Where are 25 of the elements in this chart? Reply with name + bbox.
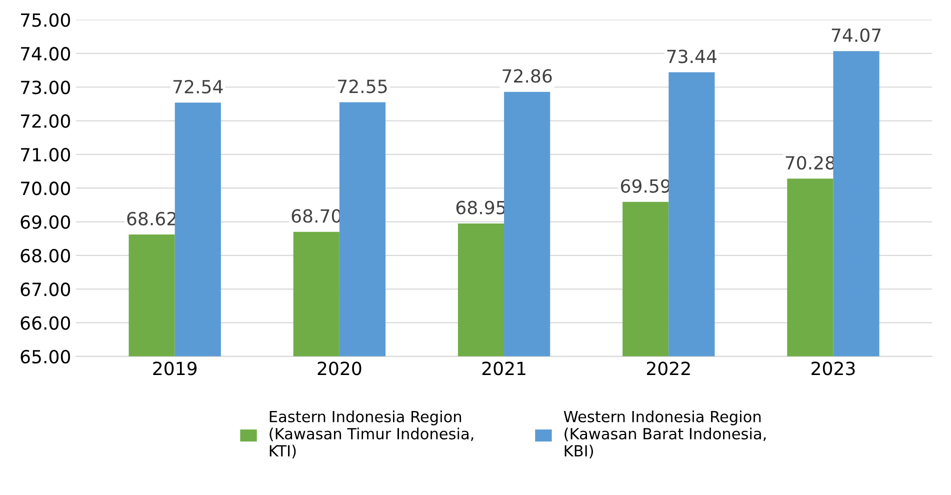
y-tick-label: 70.00: [21, 182, 70, 196]
x-tick-label: 2019: [153, 362, 197, 376]
data-label: 73.44: [667, 50, 716, 64]
y-tick-label: 75.00: [21, 13, 70, 27]
x-tick-label: 2022: [646, 362, 690, 376]
y-tick-label: 72.00: [21, 114, 70, 128]
y-tick-label: 74.00: [21, 46, 70, 61]
x-tick-label: 2023: [812, 362, 855, 376]
y-tick-label: 66.00: [20, 316, 70, 330]
data-label: 72.54: [174, 80, 223, 94]
y-tick-label: 68.00: [20, 248, 70, 263]
legend-label: Eastern Indonesia Region (Kawasan Timur Indonesia, KTI): [270, 410, 474, 458]
data-label: 72.86: [502, 69, 552, 83]
y-tick-label: 65.00: [20, 350, 70, 364]
data-label: 72.55: [338, 80, 387, 94]
legend-label: Western Indonesia Region (Kawasan Barat Indonesia, KBI): [564, 410, 766, 458]
y-tick-label: 67.00: [20, 282, 70, 296]
x-tick-label: 2020: [318, 362, 362, 376]
data-label: 74.07: [832, 28, 881, 42]
y-tick-label: 69.00: [20, 215, 70, 229]
data-label: 68.62: [127, 212, 176, 226]
y-tick-label: 71.00: [21, 148, 70, 162]
y-tick-label: 73.00: [21, 80, 70, 94]
data-label: 70.28: [786, 156, 835, 170]
x-tick-label: 2021: [482, 362, 526, 376]
